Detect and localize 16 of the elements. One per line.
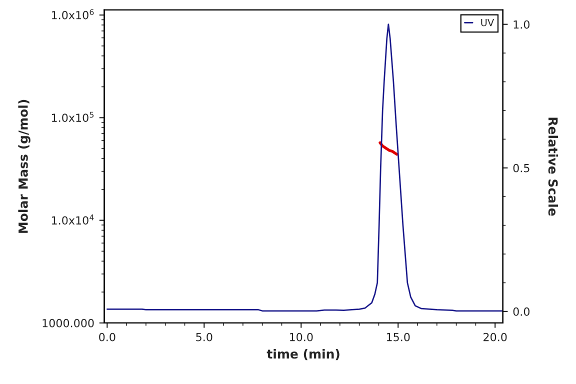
x-tick-label: 15.0 xyxy=(386,332,410,342)
y2-axis-title: Relative Scale xyxy=(548,118,558,216)
x-tick-label: 20.0 xyxy=(484,332,507,342)
y2-tick-label: 0.5 xyxy=(513,164,530,172)
y-tick-label: 1000.000 xyxy=(42,318,94,328)
legend-label: UV xyxy=(481,19,494,26)
y-axis-title: Molar Mass (g/mol) xyxy=(18,100,30,233)
x-axis-title: time (min) xyxy=(266,348,340,360)
x-tick-label: 10.0 xyxy=(290,332,313,342)
y-tick-label: 1.0x10$^{5}$ xyxy=(52,112,94,122)
y-tick-label: 1.0x10$^{4}$ xyxy=(52,214,94,225)
x-tick-label: 0.0 xyxy=(99,332,116,342)
y2-tick-label: 1.0 xyxy=(514,20,530,29)
y-tick-label: 1.0x10$^{6}$ xyxy=(52,9,94,20)
x-tick-label: 5.0 xyxy=(196,332,212,342)
y2-tick-label: 0.0 xyxy=(513,307,530,316)
